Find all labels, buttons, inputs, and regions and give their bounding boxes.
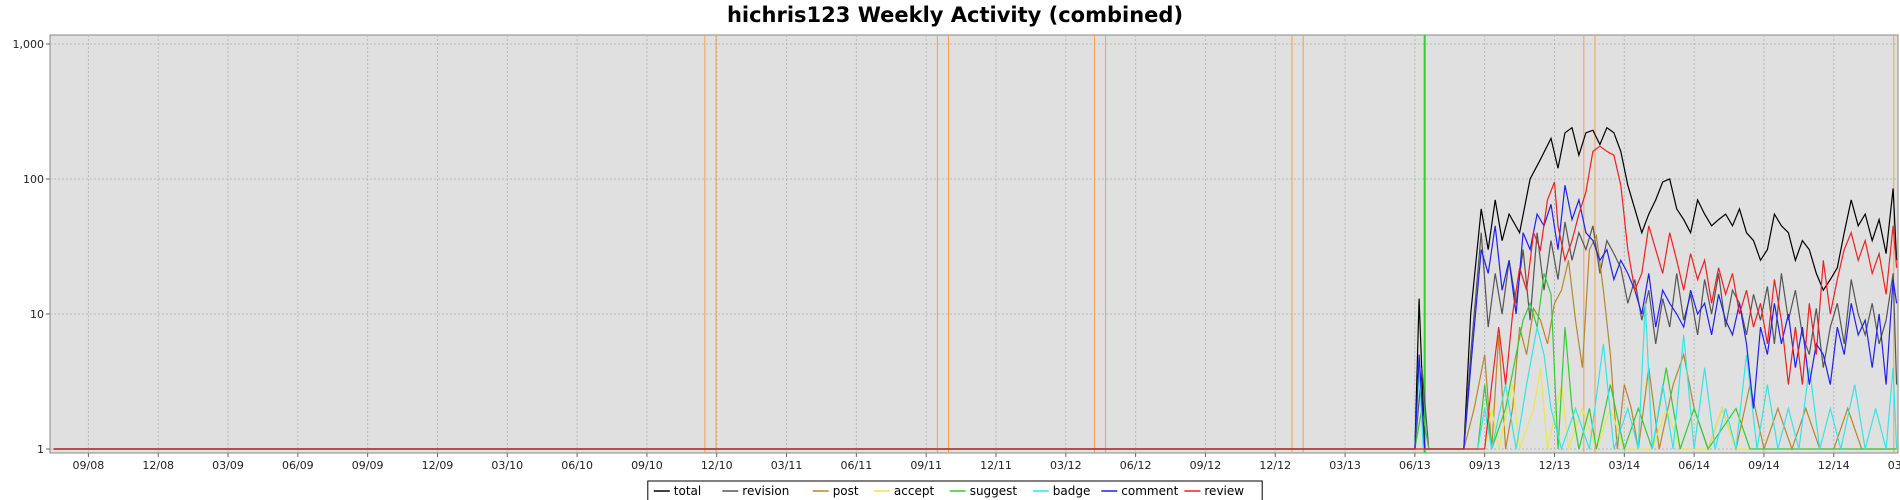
series-line-comment xyxy=(53,185,1898,450)
series-line-revision xyxy=(53,221,1898,450)
legend-label-suggest: suggest xyxy=(970,484,1018,498)
legend: total revision post accept suggest badge comme… xyxy=(647,480,1263,500)
x-tick-label: 12/12 xyxy=(1259,459,1291,472)
x-tick-label: 12/08 xyxy=(142,459,174,472)
y-tick-label: 100 xyxy=(23,173,44,186)
x-tick-label: 03/09 xyxy=(212,459,244,472)
legend-label-total: total xyxy=(674,484,701,498)
x-tick-label: 09/11 xyxy=(910,459,942,472)
x-tick-label: 09/12 xyxy=(1190,459,1222,472)
x-tick-label: 09/13 xyxy=(1469,459,1501,472)
series-line-review xyxy=(53,145,1898,450)
x-tick-label: 03/14 xyxy=(1608,459,1640,472)
x-tick-label: 12/09 xyxy=(422,459,454,472)
legend-label-revision: revision xyxy=(742,484,789,498)
y-tick-label: 10 xyxy=(30,308,44,321)
x-axis: 09/08 12/08 03/09 06/09 09/09 12/09 03/10 06/10… xyxy=(73,453,1900,472)
x-tick-label: 12/11 xyxy=(980,459,1012,472)
x-tick-label: 06/12 xyxy=(1120,459,1152,472)
x-tick-label: 03/15 xyxy=(1888,459,1900,472)
legend-label-review: review xyxy=(1204,484,1244,498)
x-tick-label: 06/10 xyxy=(561,459,593,472)
y-axis: 1 10 100 1,000 xyxy=(13,38,50,456)
x-tick-label: 12/14 xyxy=(1818,459,1850,472)
legend-label-post: post xyxy=(833,484,859,498)
legend-label-accept: accept xyxy=(894,484,935,498)
x-tick-label: 09/08 xyxy=(73,459,105,472)
plot-area xyxy=(49,34,1899,454)
series-line-post xyxy=(53,233,1897,452)
y-tick-label: 1 xyxy=(37,443,44,456)
x-tick-label: 09/09 xyxy=(352,459,384,472)
legend-label-comment: comment xyxy=(1121,484,1178,498)
series-line-badge xyxy=(53,303,1898,452)
series-line-total xyxy=(53,126,1898,450)
x-tick-label: 03/12 xyxy=(1050,459,1082,472)
x-tick-label: 03/13 xyxy=(1329,459,1361,472)
x-tick-label: 09/10 xyxy=(631,459,663,472)
x-tick-label: 12/10 xyxy=(701,459,733,472)
x-tick-label: 03/10 xyxy=(491,459,523,472)
x-tick-label: 06/13 xyxy=(1399,459,1431,472)
event-markers xyxy=(704,35,1895,453)
series-lines xyxy=(53,126,1898,452)
x-tick-label: 06/09 xyxy=(282,459,314,472)
y-tick-label: 1,000 xyxy=(13,38,45,51)
x-tick-label: 03/11 xyxy=(771,459,803,472)
x-tick-label: 12/13 xyxy=(1539,459,1571,472)
x-tick-label: 09/14 xyxy=(1748,459,1780,472)
x-tick-label: 06/11 xyxy=(841,459,873,472)
x-tick-label: 06/14 xyxy=(1678,459,1710,472)
chart-title: hichris123 Weekly Activity (combined) xyxy=(727,3,1183,27)
series-line-suggest xyxy=(53,273,1897,452)
legend-label-badge: badge xyxy=(1053,484,1091,498)
